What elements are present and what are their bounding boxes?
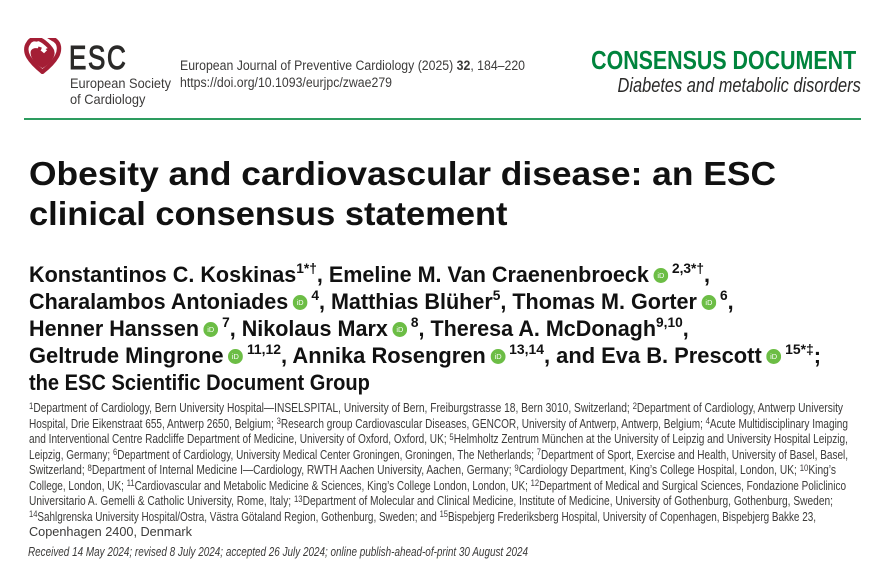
svg-text:iD: iD bbox=[770, 352, 778, 361]
svg-text:iD: iD bbox=[494, 352, 502, 361]
svg-text:iD: iD bbox=[705, 298, 712, 307]
svg-text:iD: iD bbox=[657, 271, 664, 280]
svg-text:iD: iD bbox=[297, 298, 304, 307]
svg-text:iD: iD bbox=[396, 325, 403, 334]
svg-text:iD: iD bbox=[207, 325, 214, 334]
svg-text:iD: iD bbox=[232, 352, 240, 361]
